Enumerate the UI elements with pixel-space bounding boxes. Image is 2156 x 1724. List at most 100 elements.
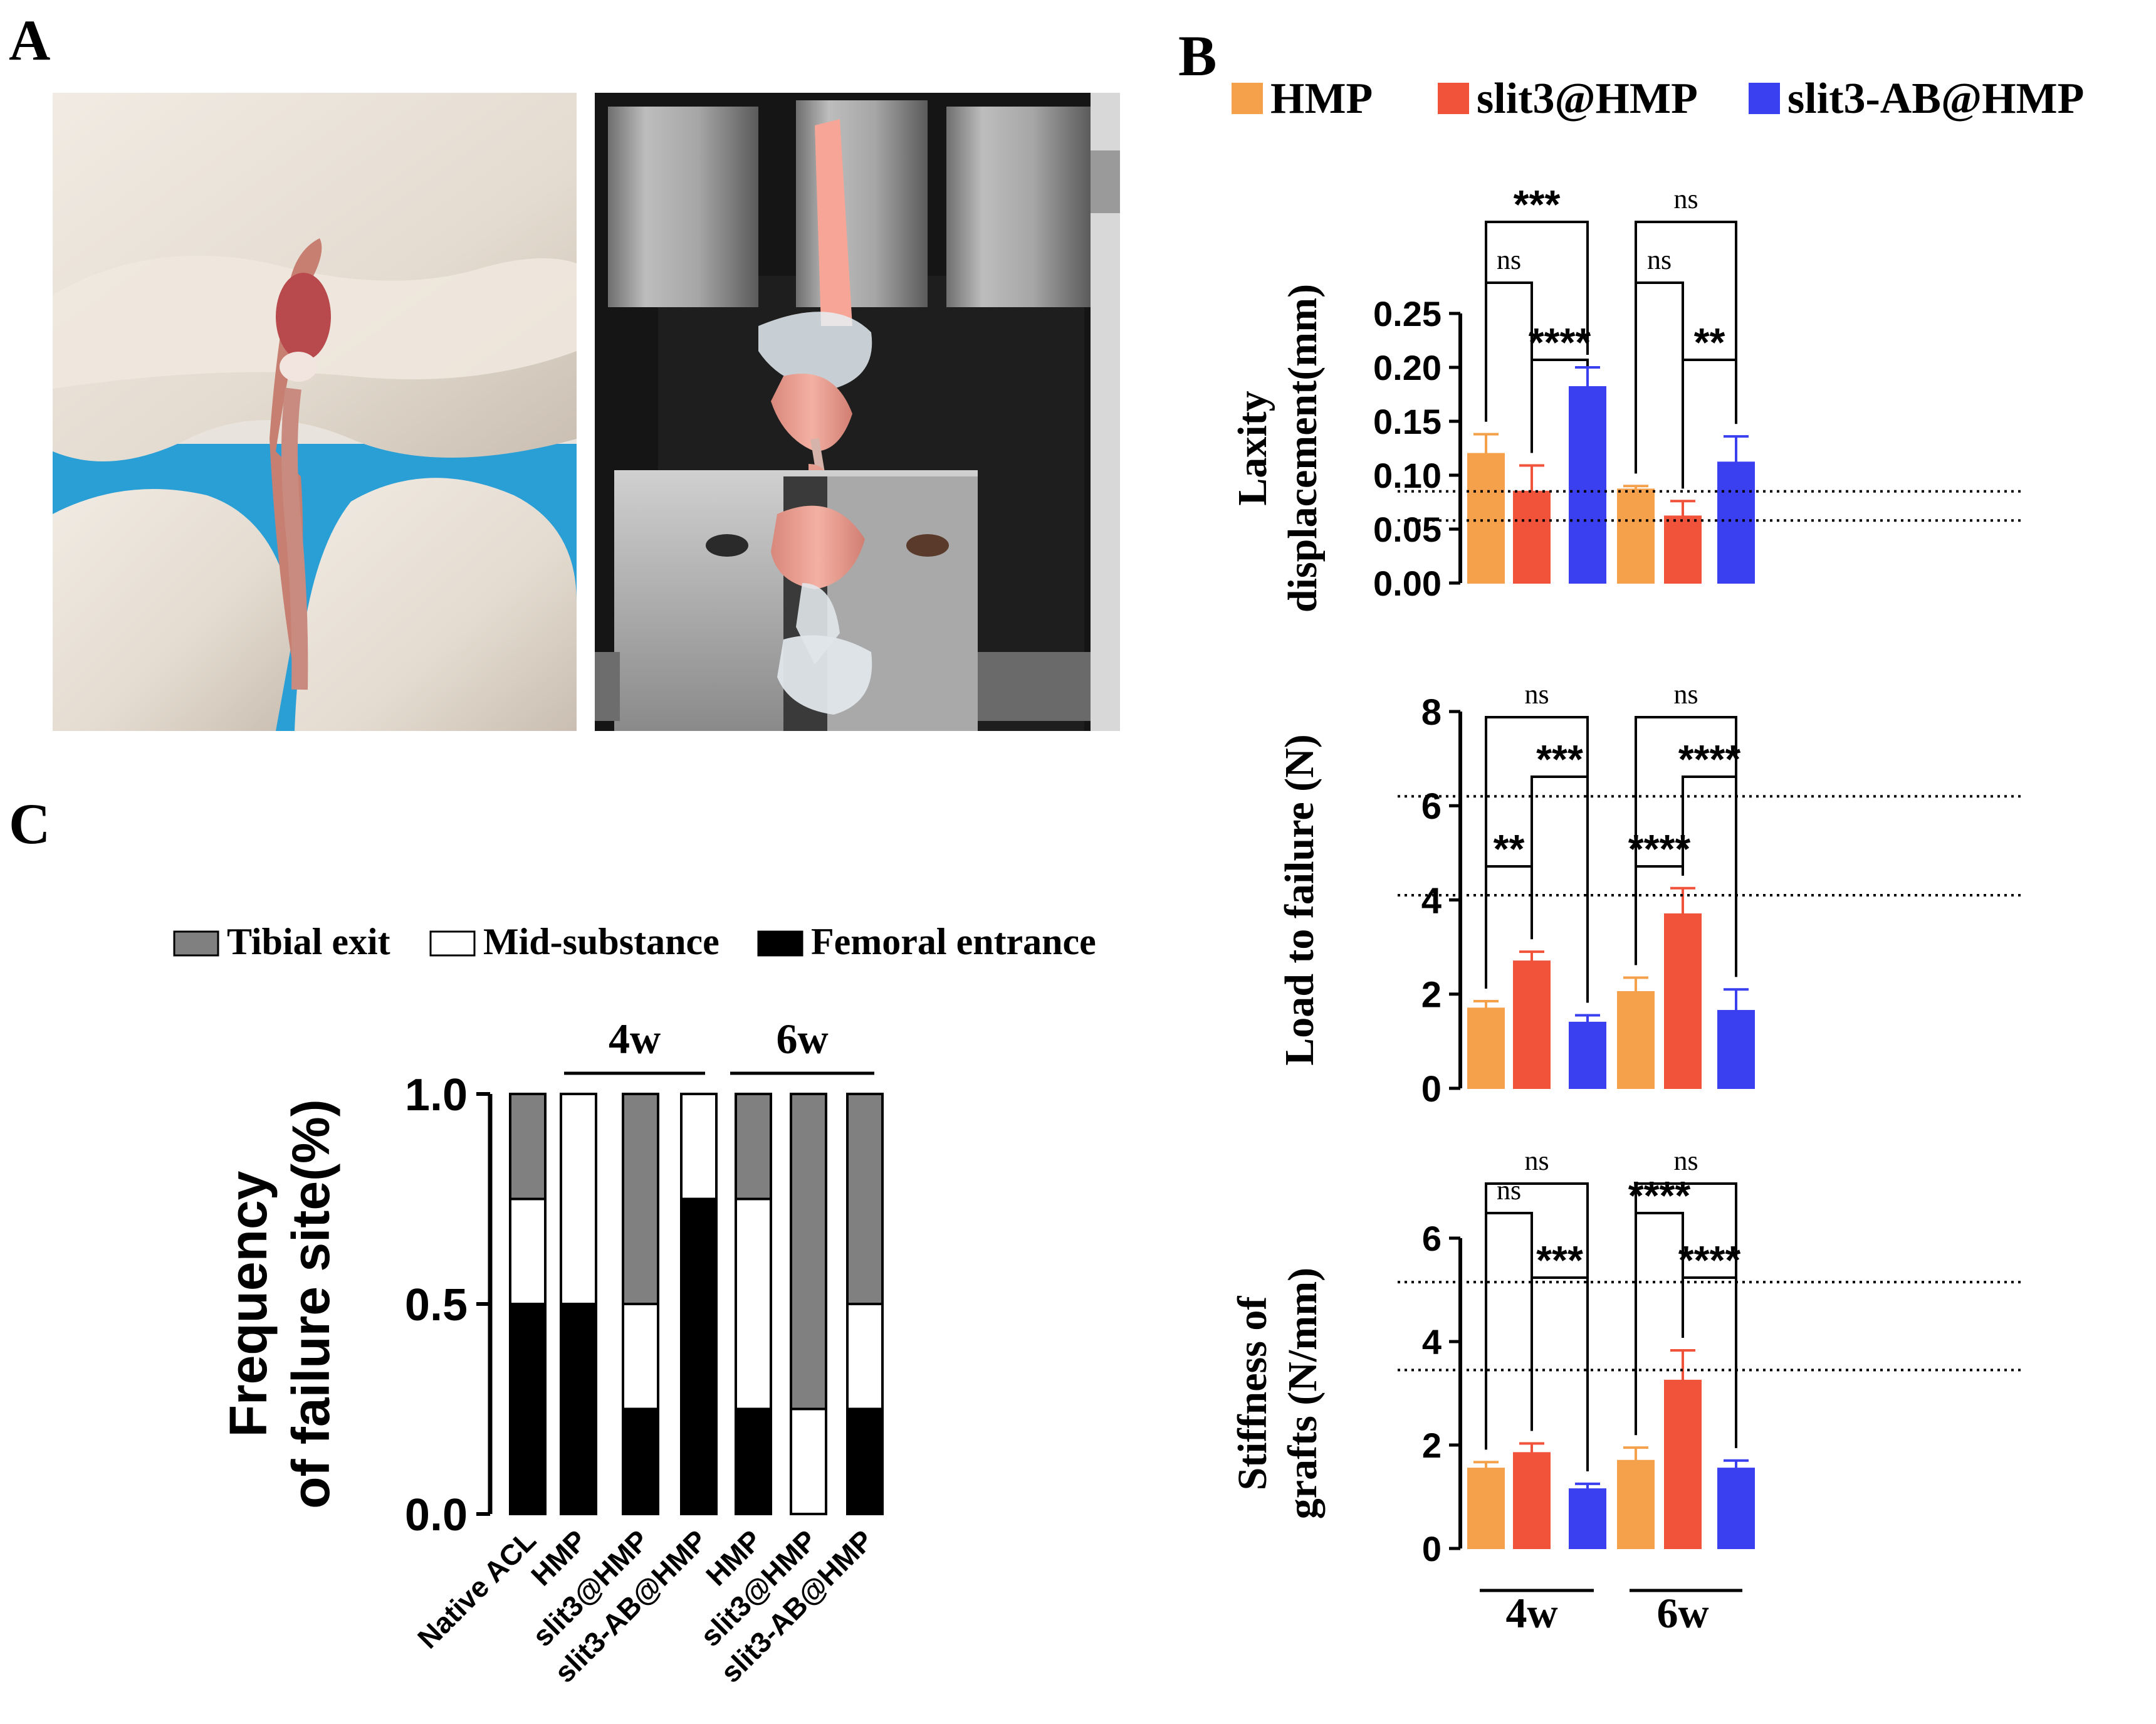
sig-bracket-1-5 — [1635, 865, 1684, 965]
stacked-y-tick-label: 1.0 — [405, 1070, 468, 1120]
sig-label-1-0: ns — [1524, 679, 1549, 710]
sig-label-2-5: **** — [1678, 1238, 1741, 1283]
y-axis-label-0-1: displacement(mm) — [1280, 284, 1326, 612]
stacked-segment-6-Tibial exit — [846, 1093, 884, 1305]
y-tick-label: 6 — [1421, 786, 1442, 827]
stacked-segment-4-Tibial exit — [735, 1093, 772, 1201]
y-tick-label: 2 — [1422, 1426, 1442, 1465]
bar-2-slit3@HMP-6w — [1664, 1379, 1702, 1549]
stacked-segment-6-Femoral entrance — [846, 1407, 884, 1515]
y-tick-label: 0 — [1422, 1529, 1442, 1569]
legend-label-0: HMP — [1270, 75, 1373, 123]
panel-c-legend-label-2: Femoral entrance — [811, 921, 1096, 962]
photo-tensile-test-clamp — [595, 93, 1120, 731]
y-tick-label: 0.05 — [1373, 510, 1442, 549]
legend-swatch-2 — [1749, 83, 1780, 114]
y-tick-label: 0.00 — [1373, 564, 1442, 603]
sig-bracket-0-5 — [1682, 359, 1737, 489]
sig-bracket-2-1 — [1485, 1212, 1533, 1450]
panel-label-a: A — [9, 8, 50, 72]
sig-label-0-3: ns — [1673, 184, 1698, 214]
sig-label-1-3: ns — [1673, 679, 1698, 710]
bar-1-slit3@HMP-4w — [1513, 960, 1551, 1089]
panel-label-c: C — [9, 792, 50, 856]
panel-c-legend-label-0: Tibial exit — [227, 921, 390, 962]
bar-1-slit3@HMP-6w — [1664, 913, 1702, 1089]
stacked-segment-0-Mid-substance — [509, 1197, 547, 1305]
sig-label-0-2: **** — [1529, 320, 1591, 365]
bar-chart-1: 0 2 4 6 8 Load to failure (N) ns ***** ns **** ***… — [1277, 679, 2024, 1110]
stacked-segment-4-Femoral entrance — [735, 1407, 772, 1515]
bar-0-HMP-4w — [1467, 453, 1505, 584]
bar-0-slit3-AB@HMP-6w — [1717, 461, 1755, 584]
y-tick-label: 0.25 — [1373, 294, 1442, 334]
stacked-y-tick-label: 0.5 — [405, 1280, 468, 1330]
sig-label-2-2: *** — [1536, 1238, 1583, 1283]
stacked-segment-2-Mid-substance — [622, 1303, 659, 1411]
y-tick-label: 0 — [1421, 1069, 1442, 1110]
sig-bracket-2-5 — [1682, 1276, 1737, 1448]
sig-bracket-0-2 — [1531, 359, 1589, 453]
bar-0-slit3@HMP-6w — [1664, 515, 1702, 584]
y-axis-label-2-1: grafts (N/mm) — [1280, 1268, 1326, 1519]
bar-2-slit3@HMP-4w — [1513, 1452, 1551, 1549]
stacked-segment-0-Femoral entrance — [509, 1303, 547, 1515]
y-axis-label-0-0: Laxity — [1230, 391, 1275, 505]
sig-label-0-4: ns — [1647, 244, 1672, 275]
stacked-y-axis-label-0: Frequency — [219, 1170, 278, 1437]
stacked-segment-2-Femoral entrance — [622, 1407, 659, 1515]
sig-bracket-1-1 — [1531, 775, 1589, 1003]
panel-c-group-label-1: 6w — [776, 1015, 828, 1063]
panel-c-legend-swatch-0 — [173, 930, 219, 957]
y-tick-label: 6 — [1422, 1219, 1442, 1258]
stacked-y-tick-label: 0.0 — [405, 1490, 468, 1540]
sig-bracket-2-0 — [1485, 1182, 1589, 1471]
stacked-segment-5-Tibial exit — [790, 1093, 827, 1411]
sig-label-2-3: ns — [1673, 1145, 1698, 1176]
bar-0-slit3-AB@HMP-4w — [1569, 386, 1606, 584]
sig-bracket-0-4 — [1635, 281, 1684, 489]
sig-label-0-1: ns — [1497, 244, 1521, 275]
sig-label-1-1: *** — [1536, 737, 1583, 782]
sig-bracket-1-2 — [1485, 865, 1533, 989]
y-tick-label: 2 — [1421, 975, 1442, 1016]
sig-label-2-0: ns — [1524, 1145, 1549, 1176]
y-tick-label: 4 — [1421, 880, 1442, 921]
bar-chart-0: 0.00 0.05 0.10 0.15 0.20 0.25 Laxity displaceme… — [1230, 182, 2024, 612]
stacked-segment-6-Mid-substance — [846, 1303, 884, 1411]
y-tick-label: 0.10 — [1373, 456, 1442, 495]
stacked-y-axis-label-1: of failure site(%) — [281, 1099, 340, 1508]
y-tick-label: 4 — [1422, 1322, 1442, 1362]
bar-2-slit3-AB@HMP-4w — [1569, 1488, 1606, 1549]
sig-label-1-4: **** — [1678, 737, 1741, 782]
photo-specimen-in-hand — [53, 93, 577, 731]
x-group-label-1: 6w — [1656, 1589, 1709, 1637]
panel-c-legend-swatch-1 — [429, 930, 476, 957]
y-axis-label-1-0: Load to failure (N) — [1277, 734, 1322, 1066]
legend-label-2: slit3-AB@HMP — [1787, 75, 2084, 123]
stacked-segment-2-Tibial exit — [622, 1093, 659, 1305]
legend-label-1: slit3@HMP — [1477, 75, 1698, 123]
sig-label-0-5: ** — [1694, 320, 1725, 365]
sig-bracket-1-4 — [1682, 775, 1737, 977]
bar-0-slit3@HMP-4w — [1513, 490, 1551, 584]
y-tick-label: 0.15 — [1373, 402, 1442, 441]
panel-c-legend-swatch-2 — [757, 930, 803, 957]
charts-layer: HMP slit3@HMP slit3-AB@HMP0.000.050.100.15… — [173, 75, 2084, 1689]
stacked-segment-5-Mid-substance — [790, 1407, 827, 1515]
stacked-segment-3-Femoral entrance — [680, 1197, 718, 1515]
y-tick-label: 0.20 — [1373, 348, 1442, 387]
panel-c-legend-label-1: Mid-substance — [483, 921, 720, 962]
bar-1-slit3-AB@HMP-6w — [1717, 1010, 1755, 1089]
panel-c-group-label-0: 4w — [609, 1015, 661, 1063]
panel-label-b: B — [1178, 24, 1217, 88]
bar-1-slit3-AB@HMP-4w — [1569, 1021, 1606, 1089]
x-group-label-0: 4w — [1505, 1589, 1557, 1637]
bar-2-HMP-4w — [1467, 1468, 1505, 1549]
stacked-segment-0-Tibial exit — [509, 1093, 547, 1201]
bar-1-HMP-4w — [1467, 1007, 1505, 1089]
sig-bracket-2-2 — [1531, 1276, 1589, 1471]
legend-swatch-0 — [1232, 83, 1263, 114]
